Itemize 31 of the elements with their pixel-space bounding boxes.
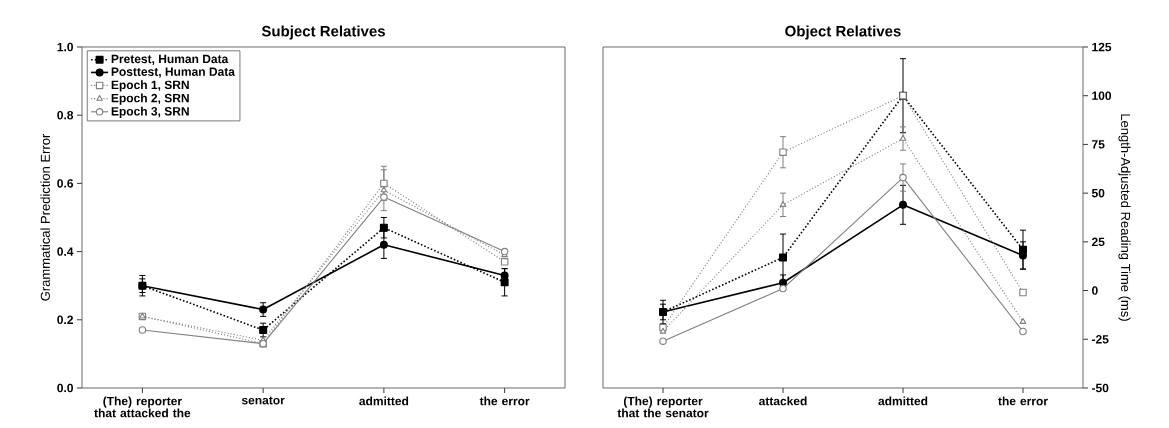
x-tick-label: admitted [878, 396, 928, 406]
x-tick-label: the error [479, 396, 530, 406]
legend-label: Epoch 2, SRN [111, 93, 189, 105]
y-tick-label: 0.4 [57, 247, 74, 256]
legend-label: Posttest, Human Data [111, 67, 235, 78]
y-tick-label: 0.2 [57, 315, 74, 325]
y2-tick-label: 100 [1092, 91, 1112, 100]
x-tick-label: senator [241, 396, 285, 405]
y-axis-title: Grammatical Prediction Error [40, 133, 50, 301]
chart-title: Object Relatives [785, 25, 901, 40]
y2-tick-label: 0 [1092, 286, 1098, 295]
y2-axis-title: Length-Adjusted Reading Time (ms) [1118, 114, 1131, 321]
x-tick-label: the error [998, 396, 1048, 406]
y2-tick-label: 50 [1091, 188, 1105, 198]
legend-label: Epoch 1, SRN [111, 80, 189, 92]
legend-label: Epoch 3, SRN [111, 106, 189, 118]
x-tick-label: (The) reporter that the senator [617, 396, 709, 418]
y-tick-label: 0.6 [57, 179, 74, 188]
x-tick-label: attacked [759, 396, 807, 406]
legend-label: Pretest, Human Data [111, 54, 229, 65]
y-tick-label: 0.0 [57, 383, 73, 393]
x-tick-label: (The) reporter that attacked the [94, 396, 191, 418]
y-tick-label: 0.8 [57, 110, 74, 120]
y2-tick-label: -50 [1092, 383, 1109, 393]
y2-tick-label: -25 [1092, 335, 1109, 344]
y2-tick-label: 75 [1092, 140, 1105, 149]
x-tick-label: admitted [359, 396, 409, 406]
y2-tick-label: 125 [1092, 42, 1112, 52]
y-tick-label: 1.0 [57, 42, 73, 52]
chart-title: Subject Relatives [261, 25, 385, 40]
y2-tick-label: 25 [1091, 237, 1105, 247]
